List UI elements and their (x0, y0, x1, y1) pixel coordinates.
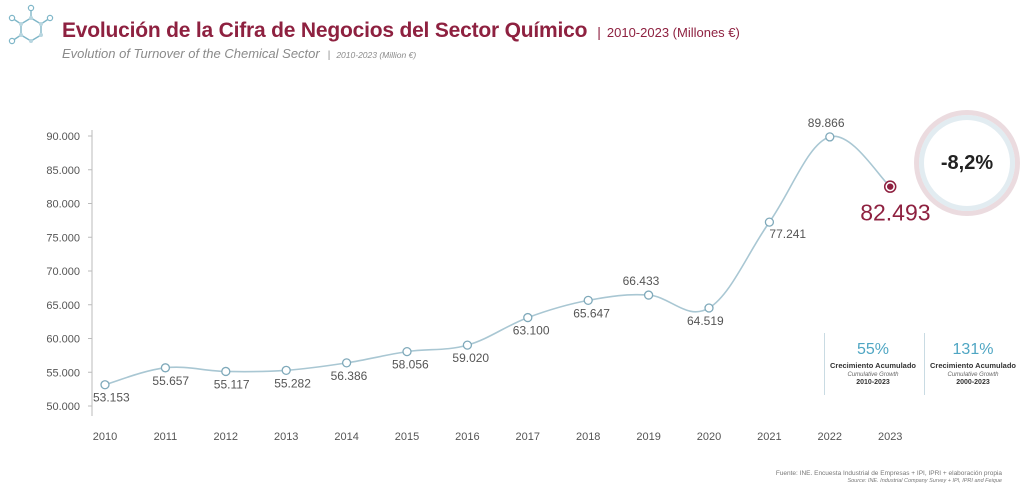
source-text-es: Fuente: INE. Encuesta Industrial de Empr… (775, 470, 1002, 477)
data-label: 89.866 (808, 116, 845, 130)
data-point (341, 358, 352, 368)
y-tick-label: 90.000 (46, 131, 80, 143)
data-label: 59.020 (452, 351, 489, 365)
data-label: 63.100 (513, 324, 550, 338)
subtitle-row: Evolution of Turnover of the Chemical Se… (62, 45, 416, 63)
x-tick-label: 2014 (334, 431, 358, 443)
y-tick-label: 80.000 (46, 199, 80, 211)
data-point (160, 363, 171, 373)
data-label: 58.056 (392, 358, 429, 372)
data-point-highlight-core (887, 183, 894, 190)
turnover-series-line (104, 135, 891, 386)
x-tick-label: 2012 (214, 431, 238, 443)
y-tick-label: 60.000 (46, 334, 80, 346)
data-point (643, 290, 654, 300)
subtitle-range: 2010-2023 (Million €) (336, 50, 417, 60)
chart-title: Evolución de la Cifra de Negocios del Se… (62, 19, 588, 42)
data-label: 66.433 (623, 274, 660, 288)
y-tick-label: 50.000 (46, 401, 80, 413)
molecule-logo-icon (8, 4, 54, 45)
source-note: Fuente: INE. Encuesta Industrial de Empr… (776, 470, 1002, 484)
data-point (764, 217, 775, 227)
x-tick-label: 2010 (93, 431, 117, 443)
data-label: 77.241 (769, 227, 806, 241)
x-tick-label: 2019 (636, 431, 660, 443)
x-tick-label: 2017 (516, 431, 540, 443)
cumulative-growth-pct: 131% (952, 341, 994, 358)
data-label: 55.117 (214, 377, 250, 391)
cumulative-growth-range: 2000-2023 (956, 379, 990, 386)
cumulative-growth-label-en: Cumulative Growth (847, 372, 899, 378)
data-point (402, 346, 412, 357)
data-point (281, 365, 291, 375)
x-tick-label: 2013 (274, 431, 298, 443)
data-label: 65.647 (573, 306, 610, 320)
data-point (221, 366, 231, 377)
x-tick-label: 2021 (757, 431, 781, 443)
y-tick-label: 55.000 (46, 367, 80, 379)
data-point (704, 303, 714, 313)
change-percentage-value: -8,2% (940, 151, 994, 174)
x-tick-label: 2018 (576, 431, 600, 443)
cumulative-growth-label: Crecimiento Acumulado (830, 361, 916, 370)
subtitle-separator: | (327, 50, 331, 61)
data-point (462, 340, 473, 350)
title-row: Evolución de la Cifra de Negocios del Se… (62, 19, 740, 43)
data-label: 56.386 (331, 369, 368, 383)
cumulative-growth-range: 2010-2023 (856, 379, 890, 386)
data-point (583, 295, 593, 306)
y-tick-label: 85.000 (46, 165, 80, 177)
y-tick-label: 70.000 (46, 266, 80, 278)
data-label: 55.657 (152, 374, 189, 388)
x-tick-label: 2020 (697, 431, 721, 443)
cumulative-growth-label: Crecimiento Acumulado (930, 361, 1016, 370)
cumulative-growth-label-en: Cumulative Growth (947, 372, 999, 378)
source-text-en: Source: INE. Industrial Company Survey +… (847, 478, 1002, 484)
data-point (100, 380, 110, 390)
data-point (523, 312, 533, 323)
x-tick-label: 2015 (395, 431, 419, 443)
cumulative-growth-box-2010: 55% Crecimiento Acumulado Cumulative Gro… (824, 333, 921, 395)
y-tick-label: 65.000 (46, 300, 80, 312)
data-label: 55.282 (274, 376, 311, 390)
chart-subtitle: Evolution of Turnover of the Chemical Se… (62, 46, 320, 61)
data-point (825, 132, 835, 142)
cumulative-growth-box-2000: 131% Crecimiento Acumulado Cumulative Gr… (924, 333, 1021, 395)
title-range: 2010-2023 (Millones €) (606, 25, 740, 40)
change-percentage-badge: -8,2% (919, 115, 1015, 211)
title-separator: | (597, 24, 601, 40)
x-tick-label: 2016 (455, 431, 479, 443)
data-label-highlight: 82.493 (860, 200, 930, 226)
data-label: 64.519 (687, 314, 724, 328)
x-tick-label: 2023 (878, 431, 902, 443)
x-tick-label: 2022 (818, 431, 842, 443)
data-label: 53.153 (93, 391, 130, 405)
cumulative-growth-pct: 55% (856, 341, 890, 358)
y-tick-label: 75.000 (46, 232, 80, 244)
x-tick-label: 2011 (154, 431, 178, 443)
